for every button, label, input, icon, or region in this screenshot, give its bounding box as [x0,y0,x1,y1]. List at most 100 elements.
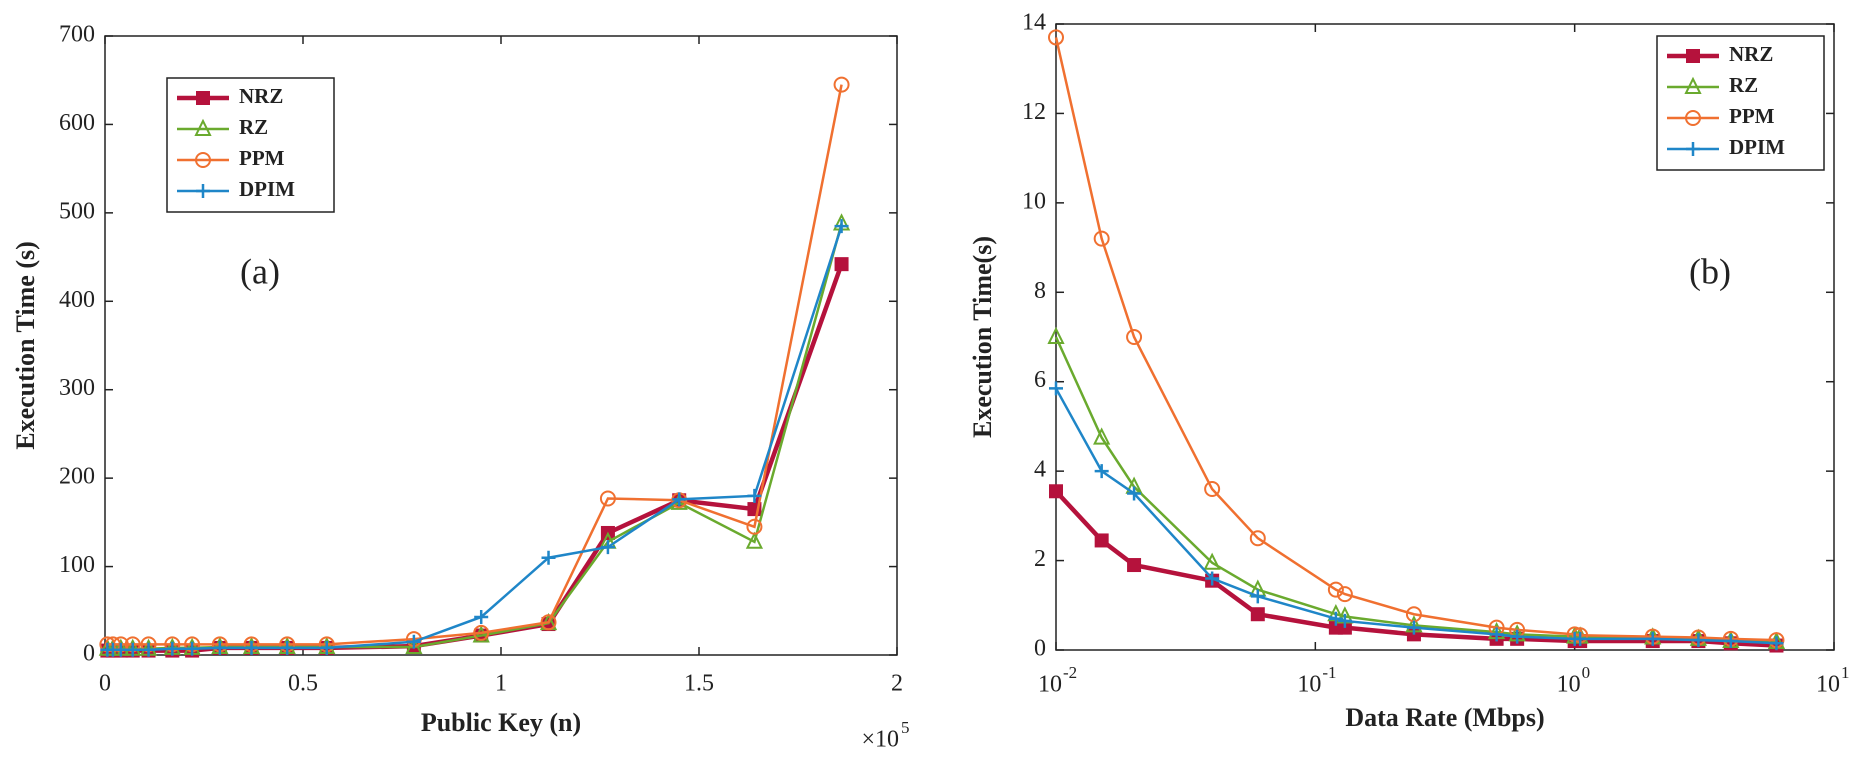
legend-marker [1686,49,1700,63]
x-tick-exponent: -2 [1063,663,1077,682]
marker [1645,631,1660,646]
legend-box [166,77,335,213]
marker [1049,484,1063,499]
y-tick-label: 8 [1034,278,1046,304]
marker [472,625,490,643]
marker [1127,558,1142,573]
legend-box [1656,35,1825,171]
legend-label: RZ [239,115,268,139]
marker [1769,636,1784,651]
marker [672,492,687,507]
annotation: (b) [1689,251,1731,291]
y-tick-label: 10 [1022,188,1046,214]
series-line [107,223,843,651]
series-line [1054,336,1777,644]
marker [280,640,295,655]
marker [1723,634,1738,649]
marker [406,634,421,649]
marker [212,640,227,655]
y-axis-label: Execution Time (s) [11,241,40,449]
y-tick-label: 2 [1034,546,1046,572]
y-tick-label: 700 [59,22,95,48]
legend-marker [196,91,210,105]
marker [541,550,556,565]
marker [1337,613,1352,628]
legend-label: DPIM [1729,135,1785,159]
legend-marker [1686,142,1700,156]
legend-label: RZ [1729,73,1758,97]
x-axis-label: Public Key (n) [421,708,581,737]
marker [1336,586,1353,603]
marker [1048,29,1064,46]
series-line [1054,37,1777,642]
marker [1691,633,1706,648]
marker [747,488,762,503]
x-tick-exponent: -1 [1322,663,1336,682]
marker [834,219,849,234]
marker [600,540,615,555]
marker [1327,581,1344,598]
marker [125,642,140,657]
y-tick-label: 600 [59,110,95,136]
marker [1249,530,1266,547]
marker [165,641,180,656]
marker [1203,552,1221,570]
marker [1250,589,1265,604]
x-tick-label: 10 [1297,672,1321,698]
legend-marker [1684,76,1702,94]
marker [599,490,616,507]
marker [834,257,849,272]
marker [833,76,850,93]
legend-label: NRZ [1729,42,1773,66]
x-tick-label: 10 [1557,672,1581,698]
series-line [1054,387,1777,645]
marker [473,624,490,641]
series-line [107,263,844,653]
legend-label: DPIM [239,177,295,201]
marker [113,642,128,657]
y-tick-label: 200 [59,464,95,490]
marker [1049,381,1063,396]
y-tick-label: 500 [59,198,95,224]
x-multiplier: ×10 [861,727,899,753]
marker [1406,620,1421,635]
legend-label: NRZ [239,84,283,108]
marker [1094,464,1109,479]
x-tick-label: 0.5 [288,671,318,697]
y-tick-label: 0 [1034,636,1046,662]
y-tick-label: 12 [1022,99,1046,125]
marker [474,609,489,624]
y-tick-label: 100 [59,552,95,578]
series-line [107,225,843,651]
y-tick-label: 400 [59,287,95,313]
y-axis-label: Execution Time(s) [968,236,997,438]
marker [540,614,557,631]
legend-marker [1685,110,1701,126]
marker [1510,629,1525,644]
marker [745,531,764,549]
legend-marker [194,118,212,136]
x-axis-label: Data Rate (Mbps) [1345,703,1544,732]
marker [1047,326,1065,344]
marker [1205,571,1220,586]
x-tick-label: 1 [495,671,507,697]
marker [1204,481,1221,498]
marker [746,518,763,535]
y-tick-label: 14 [1022,10,1046,36]
x-tick-exponent: 0 [1582,663,1591,682]
x-tick-label: 10 [1816,672,1840,698]
marker [319,640,334,655]
series-line [1054,489,1777,648]
x-tick-label: 2 [891,671,903,697]
y-tick-label: 6 [1034,367,1046,393]
marker [1127,486,1142,501]
x-tick-label: 1.5 [684,671,714,697]
marker [1126,329,1143,345]
x-tick-label: 10 [1038,672,1062,698]
x-tick-label: 0 [99,671,111,697]
y-tick-label: 4 [1034,457,1046,483]
marker [1094,533,1109,548]
y-tick-label: 0 [83,641,95,667]
legend-label: PPM [239,146,285,170]
